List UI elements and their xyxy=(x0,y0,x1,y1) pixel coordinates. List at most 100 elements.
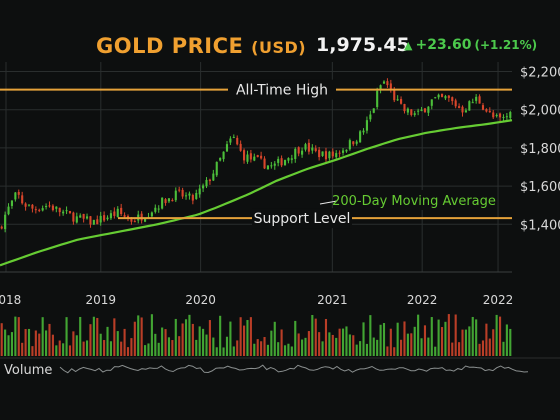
volume-bar xyxy=(85,340,89,356)
candle-down xyxy=(352,141,355,145)
candle-down xyxy=(423,108,427,113)
volume-bar xyxy=(195,339,198,356)
candle-down xyxy=(181,189,184,197)
candle-up xyxy=(150,212,153,217)
candle-down xyxy=(38,209,41,211)
volume-bar xyxy=(311,315,314,356)
candle-up xyxy=(345,149,348,152)
candle-down xyxy=(314,148,317,151)
volume-bar xyxy=(249,317,252,356)
volume-bar xyxy=(321,341,324,356)
volume-bar xyxy=(253,343,256,356)
candle-up xyxy=(225,144,229,152)
volume-bar xyxy=(208,320,211,356)
candle-down xyxy=(34,209,37,211)
candle-up xyxy=(376,90,379,107)
candle-down xyxy=(447,95,450,98)
candle-up xyxy=(328,151,331,159)
candle-up xyxy=(79,215,82,218)
volume-bar xyxy=(144,345,147,356)
volume-bar xyxy=(297,333,300,356)
volume-bar xyxy=(447,314,450,356)
candle-down xyxy=(249,153,252,160)
x-tick-label: 2021 xyxy=(317,293,348,307)
volume-bar xyxy=(191,323,194,356)
volume-bar xyxy=(103,340,106,356)
candle-down xyxy=(130,217,133,222)
volume-bar xyxy=(294,320,297,356)
support-level-label: Support Level xyxy=(254,211,351,227)
candle-down xyxy=(400,99,403,104)
candle-up xyxy=(369,114,372,120)
candle-up xyxy=(444,96,447,99)
volume-bar xyxy=(181,323,184,356)
candle-down xyxy=(488,110,491,113)
candle-up xyxy=(4,214,7,230)
candle-down xyxy=(318,149,321,158)
volume-bar xyxy=(314,318,317,356)
volume-bar xyxy=(174,318,177,356)
candle-down xyxy=(171,200,174,202)
candle-down xyxy=(410,109,413,115)
candle-up xyxy=(502,116,505,118)
volume-bar xyxy=(376,339,379,356)
candle-up xyxy=(41,208,44,211)
candle-up xyxy=(365,120,368,131)
candle-up xyxy=(202,185,205,189)
volume-bar xyxy=(468,326,471,356)
moving-average-label: 200-Day Moving Average xyxy=(332,194,496,209)
volume-bar xyxy=(458,342,461,356)
candle-up xyxy=(509,112,512,118)
volume-bar xyxy=(328,332,331,356)
candle-down xyxy=(21,195,24,204)
y-tick-label: $1,600 xyxy=(520,180,560,195)
candle-up xyxy=(253,156,256,161)
candle-down xyxy=(120,207,123,215)
volume-bar xyxy=(359,341,362,356)
volume-bar xyxy=(236,340,239,356)
x-tick-label: 2022 xyxy=(407,293,438,307)
candle-up xyxy=(219,157,222,161)
volume-bar xyxy=(27,328,31,356)
volume-bar xyxy=(475,319,478,356)
candle-down xyxy=(48,205,51,207)
volume-bar xyxy=(266,344,270,356)
candle-up xyxy=(75,216,78,223)
volume-bar xyxy=(113,318,116,356)
candle-up xyxy=(355,141,358,144)
volume-bar xyxy=(130,338,133,356)
candle-up xyxy=(321,151,324,156)
volume-bar xyxy=(454,314,457,356)
candle-up xyxy=(55,206,58,209)
volume-bar xyxy=(437,319,440,356)
volume-bar xyxy=(324,318,328,356)
candle-up xyxy=(106,217,109,220)
volume-bar xyxy=(280,329,283,356)
volume-bar xyxy=(24,329,27,356)
y-tick-label: $2,200 xyxy=(520,66,560,81)
candle-up xyxy=(382,81,386,84)
candle-down xyxy=(17,191,20,195)
volume-bar xyxy=(242,325,246,356)
candle-down xyxy=(338,152,341,154)
candle-down xyxy=(307,142,310,152)
candle-down xyxy=(89,216,92,225)
candle-down xyxy=(123,215,126,217)
volume-bar xyxy=(178,336,181,356)
volume-bar xyxy=(393,347,396,356)
candle-up xyxy=(85,216,89,219)
candle-down xyxy=(324,151,328,160)
candle-up xyxy=(45,206,48,208)
candle-up xyxy=(417,110,420,112)
volume-bar xyxy=(307,331,310,356)
volume-bar xyxy=(400,339,403,356)
volume-bar xyxy=(109,341,112,356)
candle-up xyxy=(277,158,280,163)
candle-up xyxy=(273,163,276,166)
volume-bar xyxy=(17,317,20,356)
volume-bar xyxy=(4,329,7,356)
candle-up xyxy=(7,206,10,215)
candle-down xyxy=(164,199,167,204)
volume-bar xyxy=(464,329,467,356)
